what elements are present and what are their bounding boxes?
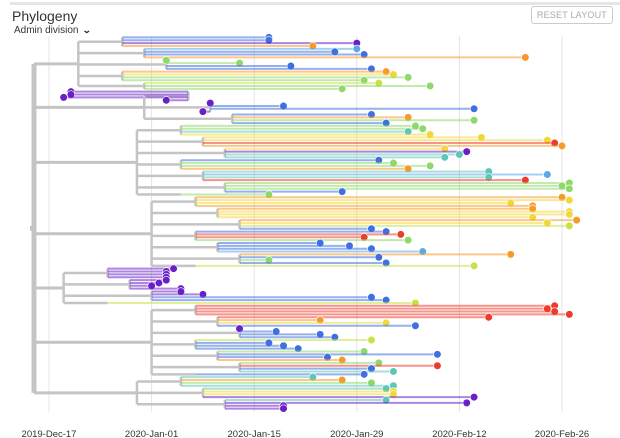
tip-node	[455, 150, 464, 159]
x-tick-label: 2020-Jan-15	[228, 429, 281, 438]
tip-node	[484, 313, 493, 322]
tip-node	[154, 278, 164, 288]
tip-node	[543, 170, 552, 179]
tip-node	[425, 161, 435, 171]
tip-node	[162, 96, 171, 105]
tip-node	[162, 275, 171, 285]
tip-node	[521, 53, 530, 62]
tip-node	[565, 196, 574, 205]
tip-node	[367, 335, 376, 345]
tip-node	[389, 367, 398, 376]
tip-node	[469, 104, 479, 113]
tip-node	[374, 253, 383, 262]
tip-node	[338, 187, 347, 196]
tip-node	[404, 236, 413, 245]
tip-node	[469, 116, 479, 125]
tip-node	[59, 93, 68, 102]
tip-node	[506, 250, 515, 259]
tip-node	[462, 147, 471, 156]
tip-node	[411, 321, 420, 330]
x-tick-label: 2020-Jan-01	[125, 429, 178, 438]
tip-node	[352, 44, 361, 53]
tip-node	[360, 370, 369, 379]
x-tick-label: 2019-Dec-17	[22, 429, 77, 438]
tip-node	[279, 404, 288, 413]
tip-node	[572, 216, 581, 225]
tip-node	[425, 81, 435, 91]
tip-node	[469, 393, 479, 402]
color-by-dropdown[interactable]: Admin division ⌄	[14, 25, 93, 36]
tip-node	[396, 230, 405, 239]
tip-node	[565, 221, 574, 230]
x-tick-label: 2020-Jan-29	[330, 429, 383, 438]
tip-node	[565, 310, 574, 319]
tip-node	[418, 124, 427, 133]
tip-node	[433, 350, 442, 359]
tip-node	[169, 264, 178, 273]
tip-node	[440, 153, 449, 162]
tip-node	[565, 184, 574, 193]
x-tick-label: 2020-Feb-26	[535, 429, 589, 438]
panel-top-border	[10, 2, 620, 5]
tip-node	[433, 361, 442, 370]
reset-layout-button[interactable]: RESET LAYOUT	[530, 6, 613, 24]
tip-node	[462, 398, 471, 407]
tip-node	[469, 261, 479, 270]
tip-node	[557, 141, 567, 151]
tip-node	[404, 73, 413, 82]
chevron-down-icon: ⌄	[82, 25, 93, 35]
panel-title: Phylogeny	[12, 8, 78, 24]
color-by-label: Admin division	[14, 25, 79, 36]
tip-node	[338, 84, 347, 93]
tip-node	[198, 107, 207, 116]
x-tick-label: 2020-Feb-12	[432, 429, 486, 438]
tip-node	[565, 210, 574, 219]
